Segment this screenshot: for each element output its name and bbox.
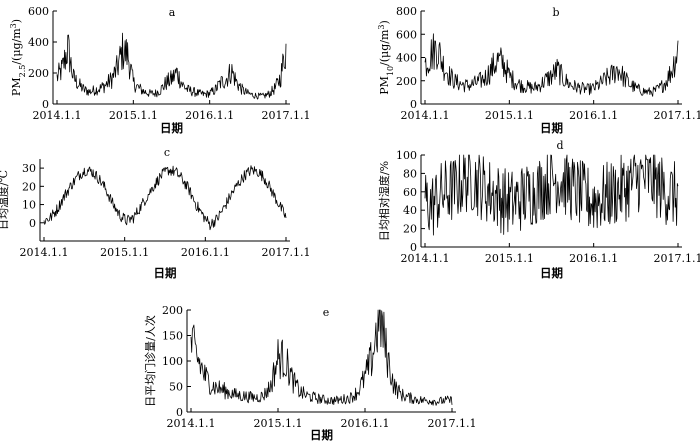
y-tick-label: 400: [28, 36, 49, 49]
y-tick-label: 0: [29, 217, 36, 230]
panel-label: e: [323, 306, 330, 319]
y-tick-label: 100: [396, 149, 417, 162]
y-tick-label: 0: [410, 98, 417, 111]
chart-panel-a: 0 200 400 600 2014.1.1 2015.1.1 2016.1.1 2017.1…: [9, 5, 311, 135]
x-axis-label: 日期: [540, 266, 563, 280]
series-line: [424, 33, 679, 97]
x-tick-label: 2015.1.1: [485, 252, 534, 265]
y-tick-label: 400: [396, 52, 417, 65]
x-tick-label: 2014.1.1: [167, 417, 216, 430]
y-tick-label: 50: [169, 381, 183, 394]
x-axis-label: 日期: [160, 121, 183, 135]
y-tick-label: 600: [28, 5, 49, 18]
x-tick-label: 2014.1.1: [401, 252, 450, 265]
x-axis-label: 日期: [540, 121, 563, 135]
y-tick-label: 30: [22, 162, 36, 175]
y-tick-label: 200: [28, 67, 49, 80]
chart-panel-e: 0 50 100 150 200 2014.1.1 2015.1.1 2016.1.1 2017…: [143, 304, 476, 441]
y-tick-label: 100: [162, 355, 183, 368]
series-line: [190, 309, 453, 406]
y-tick-label: 40: [403, 204, 417, 217]
x-tick-label: 2017.1.1: [654, 109, 700, 122]
y-tick-label: 0: [410, 241, 417, 254]
x-tick-label: 2014.1.1: [20, 246, 69, 259]
y-axis-label: PM2.5/(μg/m3): [9, 19, 27, 96]
series-line: [56, 32, 287, 100]
x-tick-label: 2017.1.1: [262, 246, 311, 259]
x-axis-label: 日期: [154, 266, 177, 280]
x-tick-label: 2014.1.1: [401, 109, 450, 122]
x-tick-label: 2016.1.1: [185, 109, 234, 122]
x-tick-label: 2015.1.1: [254, 417, 303, 430]
y-tick-label: 0: [176, 406, 183, 419]
panel-label: b: [552, 6, 559, 19]
x-tick-label: 2017.1.1: [428, 417, 477, 430]
x-tick-label: 2016.1.1: [569, 109, 618, 122]
y-tick-label: 80: [403, 167, 417, 180]
series-line: [424, 154, 679, 236]
chart-panel-d: 0 20 40 60 80 100 2014.1.1 2015.1.1 2016.1.1 2017…: [377, 139, 700, 280]
x-tick-label: 2016.1.1: [569, 252, 618, 265]
y-axis-label: PM10/(μg/m3): [377, 20, 395, 95]
chart-panel-c: 0 10 20 30 2014.1.1 2015.1.1 2016.1.1 2017.1.1 c…: [0, 146, 310, 280]
y-axis-label: 日平均门诊量/人次: [143, 315, 157, 407]
x-tick-label: 2017.1.1: [654, 252, 700, 265]
panel-label: d: [556, 139, 563, 152]
y-tick-label: 800: [396, 5, 417, 18]
y-tick-label: 10: [22, 199, 36, 212]
y-tick-label: 20: [22, 180, 36, 193]
y-tick-label: 60: [403, 186, 417, 199]
panel-label: a: [169, 6, 176, 19]
x-tick-label: 2017.1.1: [262, 109, 311, 122]
panel-label: c: [164, 146, 170, 159]
y-tick-label: 600: [396, 28, 417, 41]
y-tick-label: 200: [396, 75, 417, 88]
y-tick-label: 200: [162, 304, 183, 317]
x-tick-label: 2015.1.1: [100, 246, 149, 259]
y-tick-label: 20: [403, 223, 417, 236]
y-tick-label: 0: [42, 98, 49, 111]
x-tick-label: 2016.1.1: [181, 246, 230, 259]
x-tick-label: 2015.1.1: [485, 109, 534, 122]
y-axis-label: 日均相对湿度/%: [377, 161, 391, 241]
series-line: [43, 165, 287, 231]
x-axis-label: 日期: [310, 428, 333, 441]
y-axis-label: 日均温度/℃: [0, 170, 10, 230]
y-tick-label: 150: [162, 330, 183, 343]
x-tick-label: 2014.1.1: [33, 109, 82, 122]
chart-panel-b: 0 200 400 600 800 2014.1.1 2015.1.1 2016.1.1 201…: [377, 5, 700, 135]
x-tick-label: 2016.1.1: [341, 417, 390, 430]
x-tick-label: 2015.1.1: [109, 109, 158, 122]
